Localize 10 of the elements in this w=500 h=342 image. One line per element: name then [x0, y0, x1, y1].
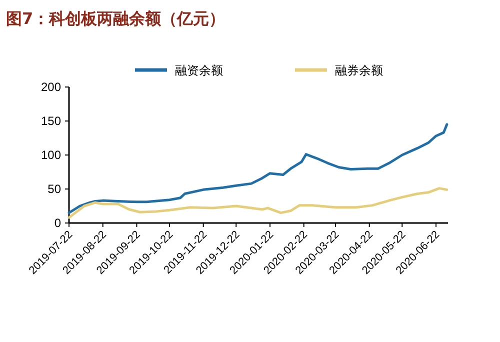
y-tick-label: 200	[40, 80, 62, 94]
line-series	[68, 123, 448, 214]
legend-label: 融券余额	[335, 64, 383, 78]
chart-title: 图7：科创板两融余额（亿元）	[6, 9, 226, 28]
y-tick-label: 0	[54, 216, 62, 230]
y-tick-label: 150	[40, 114, 62, 128]
y-tick-label: 50	[48, 182, 62, 196]
legend-label: 融资余额	[175, 64, 223, 78]
y-tick-label: 100	[40, 148, 62, 162]
line-series	[68, 187, 448, 219]
